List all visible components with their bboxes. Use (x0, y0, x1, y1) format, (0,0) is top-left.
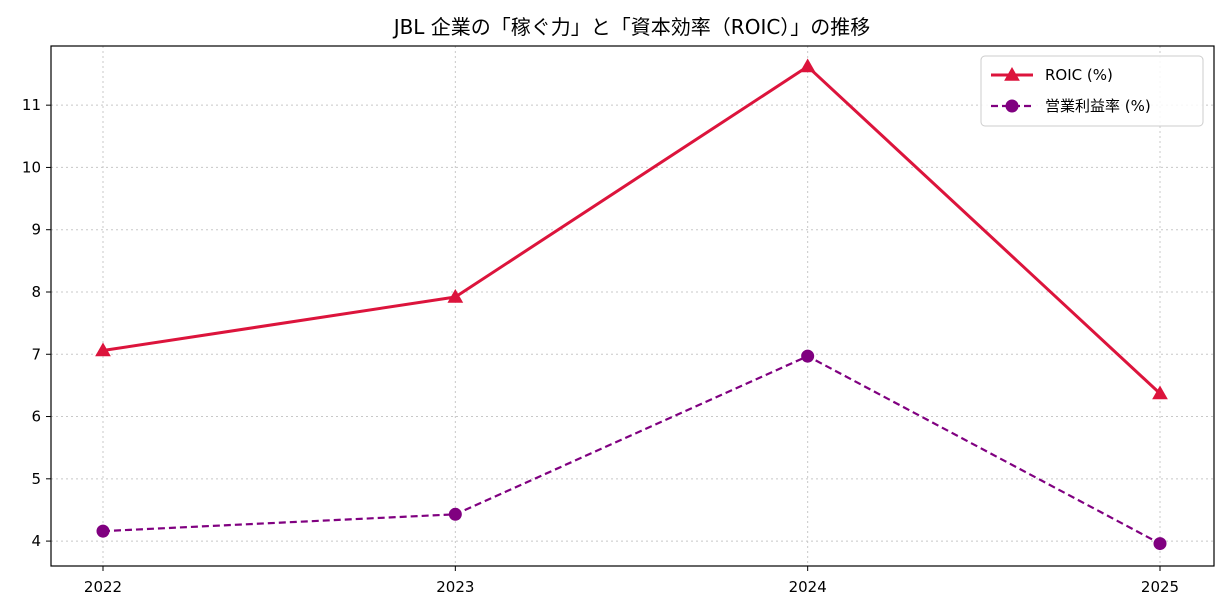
data-point-roic (95, 342, 111, 357)
x-tick-label: 2023 (436, 578, 474, 596)
grid (51, 46, 1214, 566)
series-line-operating-margin (102, 355, 1161, 545)
data-point-operating-margin (448, 507, 462, 521)
data-point-roic (1152, 385, 1168, 400)
data-point-operating-margin (1153, 537, 1167, 551)
legend: ROIC (%) 営業利益率 (%) (980, 55, 1204, 127)
data-point-roic (799, 58, 816, 73)
data-point-roic (447, 288, 464, 303)
data-point-operating-margin (96, 524, 110, 538)
data-point-operating-margin (801, 349, 815, 363)
legend-label-operating-margin: 営業利益率 (%) (1045, 97, 1151, 115)
series-layer (95, 58, 1168, 551)
legend-box (980, 55, 1204, 127)
y-tick-label: 9 (31, 221, 41, 239)
legend-label-roic: ROIC (%) (1045, 66, 1113, 84)
y-tick-label: 4 (31, 532, 41, 550)
series-operating-margin (96, 349, 1167, 551)
y-tick-label: 10 (22, 158, 41, 176)
y-tick-label: 7 (31, 345, 41, 363)
x-tick-label: 2022 (84, 578, 122, 596)
x-tick-label: 2025 (1141, 578, 1179, 596)
y-tick-label: 6 (31, 408, 41, 426)
y-axis-ticks: 4 5 6 7 8 9 10 11 (22, 96, 51, 550)
x-axis-ticks: 2022 2023 2024 2025 (84, 566, 1179, 596)
legend-entry-roic: ROIC (%) (991, 66, 1113, 84)
y-tick-label: 11 (22, 96, 41, 114)
plot-frame (50, 45, 1215, 567)
y-tick-label: 5 (31, 470, 41, 488)
chart-title: JBL 企業の「稼ぐ力」と「資本効率（ROIC）」の推移 (392, 15, 871, 39)
y-tick-label: 8 (31, 283, 41, 301)
x-tick-label: 2024 (789, 578, 827, 596)
series-roic (95, 58, 1168, 400)
legend-entry-operating-margin: 営業利益率 (%) (991, 97, 1151, 115)
legend-marker-operating-margin (1005, 99, 1019, 113)
series-line-roic (102, 65, 1162, 395)
legend-marker-roic (1004, 66, 1020, 81)
